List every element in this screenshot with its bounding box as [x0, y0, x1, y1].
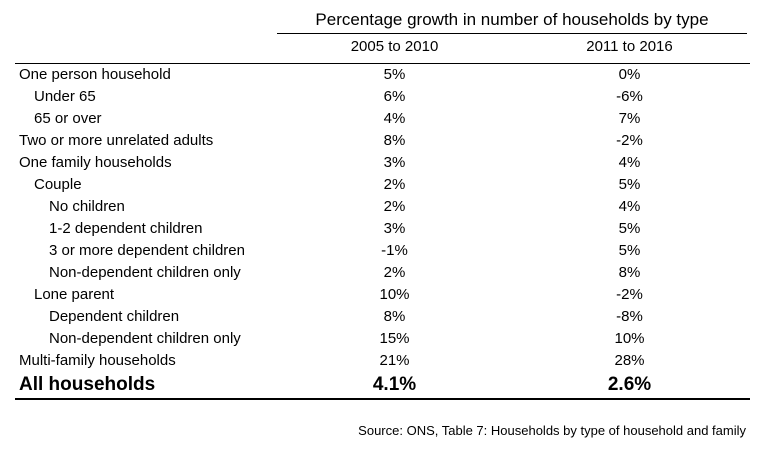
row-value-2005-2010: 15% — [379, 330, 410, 347]
row-label: 3 or more dependent children — [49, 242, 245, 259]
total-label: All households — [19, 374, 156, 395]
total-divider — [15, 398, 750, 400]
row-value-2011-2016: 8% — [618, 264, 641, 281]
row-label: 65 or over — [34, 110, 102, 127]
row-value-2005-2010: 8% — [383, 132, 406, 149]
row-value-2005-2010: 10% — [379, 286, 410, 303]
row-value-2005-2010: 8% — [383, 308, 406, 325]
row-label: One person household — [19, 66, 171, 83]
column-header-2011-2016: 2011 to 2016 — [586, 38, 673, 55]
row-label: Lone parent — [34, 286, 115, 303]
row-label: Couple — [34, 176, 82, 193]
row-value-2011-2016: 0% — [618, 66, 641, 83]
table-row: 65 or over 4% 7% — [15, 108, 750, 130]
row-value-2011-2016: 4% — [618, 154, 641, 171]
row-label: 1-2 dependent children — [49, 220, 203, 237]
row-value-2011-2016: -6% — [616, 88, 643, 105]
row-value-2011-2016: 4% — [618, 198, 641, 215]
total-value-2011-2016: 2.6% — [607, 374, 652, 395]
row-label: One family households — [19, 154, 172, 171]
table-row: No children 2% 4% — [15, 196, 750, 218]
row-value-2005-2010: -1% — [381, 242, 408, 259]
row-value-2011-2016: 5% — [618, 242, 641, 259]
row-value-2011-2016: 10% — [614, 330, 645, 347]
row-value-2011-2016: 5% — [618, 220, 641, 237]
table-row: Couple 2% 5% — [15, 174, 750, 196]
total-row: All households 4.1% 2.6% — [15, 372, 750, 398]
header-divider — [15, 63, 750, 64]
row-value-2011-2016: -2% — [616, 286, 643, 303]
table-row: Dependent children 8% -8% — [15, 306, 750, 328]
table-title: Percentage growth in number of household… — [277, 9, 747, 34]
table-row: Two or more unrelated adults 8% -2% — [15, 130, 750, 152]
source-note: Source: ONS, Table 7: Households by type… — [358, 423, 746, 438]
row-value-2005-2010: 5% — [383, 66, 406, 83]
row-value-2011-2016: 7% — [618, 110, 641, 127]
row-value-2005-2010: 3% — [383, 220, 406, 237]
row-value-2011-2016: -2% — [616, 132, 643, 149]
table-row: Non-dependent children only 15% 10% — [15, 328, 750, 350]
row-value-2005-2010: 2% — [383, 198, 406, 215]
table-body: One person household 5% 0% Under 65 6% -… — [15, 64, 750, 398]
row-value-2011-2016: 28% — [614, 352, 645, 369]
row-value-2011-2016: 5% — [618, 176, 641, 193]
row-label: Multi-family households — [19, 352, 176, 369]
row-label: Dependent children — [49, 308, 180, 325]
row-label: Non-dependent children only — [49, 330, 241, 347]
row-value-2005-2010: 2% — [383, 176, 406, 193]
row-value-2005-2010: 21% — [379, 352, 410, 369]
row-value-2005-2010: 2% — [383, 264, 406, 281]
table-row: 1-2 dependent children 3% 5% — [15, 218, 750, 240]
table-row: One person household 5% 0% — [15, 64, 750, 86]
row-label: No children — [49, 198, 125, 215]
row-value-2005-2010: 6% — [383, 88, 406, 105]
table-row: Under 65 6% -6% — [15, 86, 750, 108]
table-row: Non-dependent children only 2% 8% — [15, 262, 750, 284]
row-value-2005-2010: 3% — [383, 154, 406, 171]
column-header-2005-2010: 2005 to 2010 — [350, 38, 439, 55]
total-value-2005-2010: 4.1% — [372, 374, 417, 395]
table-row: 3 or more dependent children -1% 5% — [15, 240, 750, 262]
table-row: One family households 3% 4% — [15, 152, 750, 174]
row-label: Under 65 — [34, 88, 96, 105]
table-row: Lone parent 10% -2% — [15, 284, 750, 306]
row-value-2011-2016: -8% — [616, 308, 643, 325]
row-value-2005-2010: 4% — [383, 110, 406, 127]
table-row: Multi-family households 21% 28% — [15, 350, 750, 372]
row-label: Two or more unrelated adults — [19, 132, 214, 149]
row-label: Non-dependent children only — [49, 264, 241, 281]
